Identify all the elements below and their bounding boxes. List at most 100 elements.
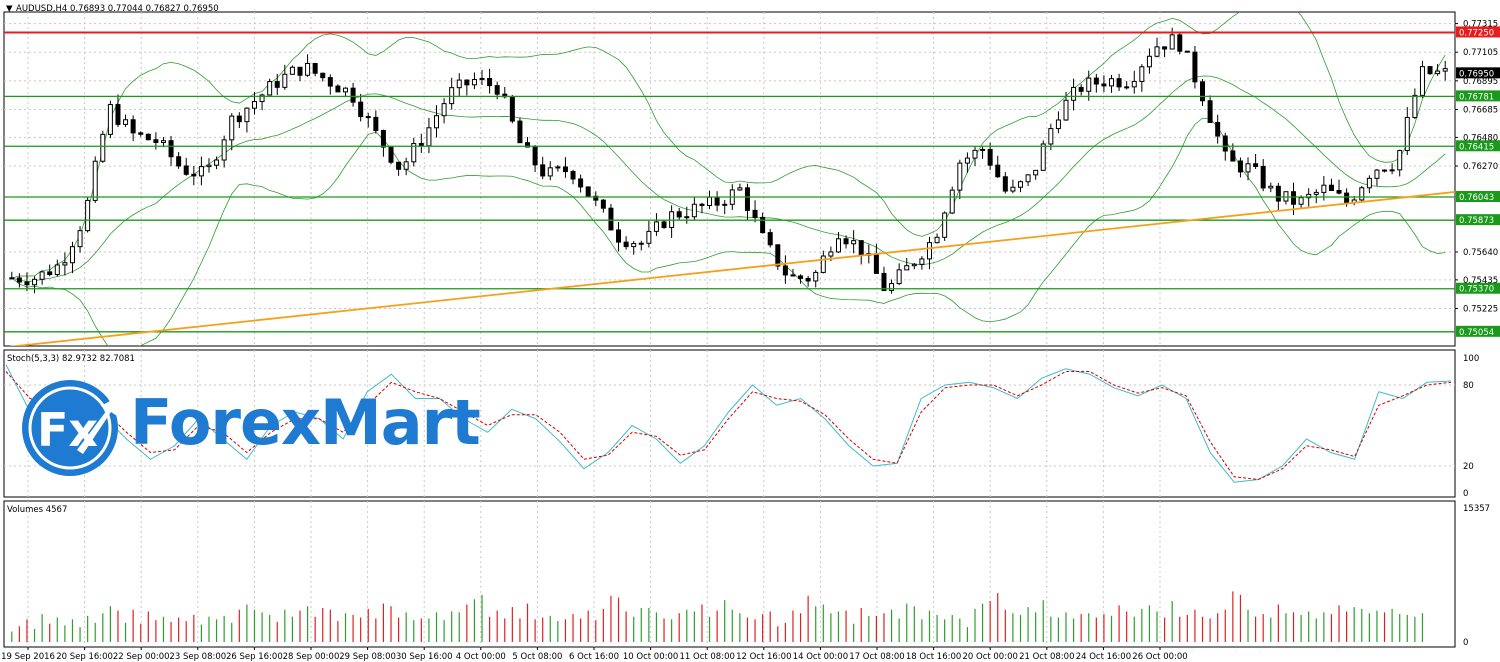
candle-body [176,156,182,167]
candle-body [790,274,796,277]
candle-body [760,216,766,234]
candle-body [320,72,326,79]
x-tick-label: 11 Oct 08:00 [679,652,734,662]
candle-body [62,262,68,266]
level-tag [1456,214,1500,226]
candle-body [889,283,895,291]
x-tick-label: 21 Oct 08:00 [1019,652,1074,662]
candle-body [214,159,220,166]
candle-body [342,87,348,93]
level-label: 0.77250 [1459,28,1494,38]
candle-body [1101,83,1107,87]
candle-body [259,94,265,103]
level-tag [1456,282,1500,294]
stoch-tick-label: 20 [1463,462,1474,472]
candle-body [1382,169,1388,172]
candle-body [570,171,576,180]
x-tick-label: 10 Oct 00:00 [623,652,678,662]
candle-body [1275,185,1281,202]
candle-body [206,164,212,168]
candle-body [1237,160,1243,173]
candle-body [843,238,849,245]
candle-body [775,244,781,267]
candle-body [562,166,568,173]
candle-body [1010,186,1016,192]
x-tick-label: 26 Sep 16:00 [226,652,283,662]
bollinger-line [11,117,1446,346]
header-menu-icon[interactable]: ▼ [6,4,13,14]
level-label: 0.76415 [1459,142,1494,152]
candle-body [1063,99,1069,121]
candle-body [1002,176,1008,192]
candle-body [77,230,83,248]
price-tick-label: 0.75225 [1463,305,1498,315]
x-tick-label: 24 Oct 16:00 [1076,652,1131,662]
candle-body [1366,177,1372,189]
candle-body [1442,68,1448,72]
stoch-main-line [5,364,1452,483]
candle-body [646,230,652,244]
x-tick-label: 26 Oct 00:00 [1132,652,1187,662]
candle-body [911,263,917,267]
candle-body [69,246,75,264]
candle-body [145,133,151,141]
trend-line [8,191,1455,346]
candle-body [509,96,515,122]
level-label: 0.76043 [1459,193,1494,203]
arrow-up-icon [77,396,119,454]
stoch-tick-label: 0 [1463,489,1468,499]
candle-body [851,240,857,245]
x-tick-label: 28 Sep 00:00 [283,652,340,662]
candle-body [494,85,500,95]
symbol-header: AUDUSD,H4 0.76893 0.77044 0.76827 0.7695… [16,4,219,14]
candle-body [267,81,273,96]
candle-body [236,115,242,123]
candle-body [995,164,1001,178]
support-resistance-levels: 0.77250 0.76781 0.76415 0.76043 0.75873 0.753… [4,26,1500,338]
x-tick-label: 14 Oct 00:00 [793,652,848,662]
candle-body [1017,181,1023,188]
candle-body [456,79,462,89]
candle-body [1328,184,1334,191]
candle-body [1139,66,1145,82]
candle-body [373,116,379,131]
x-tick-label: 18 Oct 16:00 [906,652,961,662]
candle-body [661,221,667,228]
candle-body [16,277,22,283]
candle-body [767,232,773,246]
candle-body [722,203,728,206]
candle-body [555,166,561,169]
candle-body [1412,94,1418,118]
candle-body [835,238,841,253]
candle-body [858,240,864,256]
candle-body [335,85,341,93]
candle-body [964,157,970,164]
candle-body [1245,163,1251,173]
candle-body [1306,193,1312,199]
level-tag [1456,90,1500,102]
candle-body [358,101,364,118]
x-tick-label: 23 Sep 08:00 [169,652,226,662]
candle-body [699,203,705,206]
current-price-tag [1456,67,1500,79]
price-tick-label: 0.76685 [1463,105,1498,115]
candle-body [1359,187,1365,201]
candle-body [251,101,257,109]
candle-body [92,160,98,201]
candle-body [926,242,932,260]
candle-body [987,148,993,166]
candle-body [160,140,166,143]
candle-body [1215,121,1221,137]
candle-body [191,173,197,177]
candle-body [1086,77,1092,92]
candle-body [714,196,720,206]
candle-body [24,281,30,286]
candle-body [464,79,470,86]
candle-body [881,272,887,291]
candle-body [782,265,788,276]
stoch-signal-line [5,371,1452,481]
candle-body [1435,70,1441,75]
candle-body [1404,116,1410,152]
candle-body [244,107,250,123]
